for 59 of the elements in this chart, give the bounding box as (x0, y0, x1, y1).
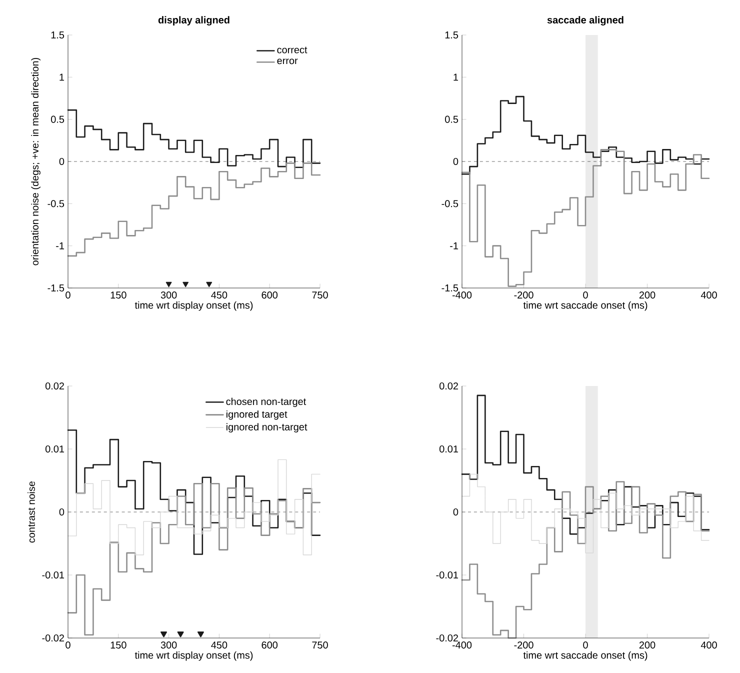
x-tick-label: 450 (211, 292, 228, 299)
y-tick-label: -1 (450, 242, 458, 250)
x-tick-label: 200 (639, 642, 656, 649)
y-tick-label: -1.5 (48, 284, 64, 292)
legend-label: error (277, 58, 298, 64)
y-tick-label: 0.02 (45, 382, 64, 390)
x-tick-label: 150 (110, 642, 126, 649)
x-tick-label: 750 (312, 642, 328, 649)
chart-title: saccade aligned (547, 16, 624, 26)
y-tick-label: 0 (453, 158, 458, 166)
x-axis-title: time wrt saccade onset (ms) (523, 651, 648, 661)
x-axis-title: time wrt display onset (ms) (134, 301, 253, 311)
y-tick-label: 1 (454, 74, 458, 81)
y-tick-label: -0.5 (48, 200, 64, 208)
y-tick-label: 0.5 (445, 116, 458, 123)
legend-label: ignored target (226, 410, 288, 420)
x-tick-label: -400 (452, 292, 472, 299)
x-axis-title: time wrt saccade onset (ms) (523, 301, 648, 311)
y-axis-title: contrast noise (28, 481, 35, 543)
y-tick-label: 0.02 (439, 382, 458, 390)
y-tick-label: 0 (59, 158, 64, 166)
y-tick-label: -0.01 (436, 571, 458, 579)
x-tick-label: 150 (110, 292, 126, 299)
x-tick-label: 600 (262, 292, 278, 299)
legend-label: chosen non-target (226, 398, 306, 408)
x-tick-label: 200 (639, 292, 656, 299)
y-tick-label: 0 (59, 508, 64, 516)
x-tick-label: -200 (514, 642, 534, 649)
x-tick-label: 600 (262, 642, 278, 649)
x-tick-label: 750 (312, 292, 328, 299)
y-tick-label: 1.5 (51, 32, 64, 38)
x-tick-label: 0 (583, 292, 588, 299)
y-tick-label: 0 (453, 508, 458, 516)
y-tick-label: -1 (56, 242, 64, 250)
y-tick-label: -0.01 (42, 571, 64, 579)
legend-label: correct (277, 46, 308, 54)
y-tick-label: 0.01 (439, 445, 458, 453)
x-tick-label: 400 (700, 642, 717, 649)
y-tick-label: 1.5 (445, 32, 458, 38)
x-tick-label: -200 (514, 292, 534, 299)
x-tick-label: 0 (583, 642, 588, 649)
y-tick-label: 0.01 (45, 445, 64, 453)
x-tick-label: -400 (452, 642, 472, 649)
x-tick-label: 300 (160, 642, 177, 649)
y-axis-title: orientation noise (degs; +ve: in mean direction) (31, 58, 40, 266)
y-tick-label: -0.02 (436, 634, 458, 642)
y-tick-label: -0.5 (442, 200, 458, 208)
x-tick-label: 0 (66, 292, 70, 299)
x-tick-label: 450 (211, 642, 228, 649)
x-axis-title: time wrt display onset (ms) (134, 651, 253, 661)
y-tick-label: -0.02 (42, 634, 64, 642)
y-tick-label: 1 (60, 74, 64, 81)
legend-label: ignored non-target (226, 423, 308, 432)
x-tick-label: 0 (66, 642, 70, 649)
x-tick-label: 400 (700, 292, 717, 299)
y-tick-label: 0.5 (51, 116, 64, 123)
y-tick-label: -1.5 (442, 284, 458, 292)
chart-title: display aligned (158, 16, 230, 26)
x-tick-label: 300 (160, 292, 177, 299)
